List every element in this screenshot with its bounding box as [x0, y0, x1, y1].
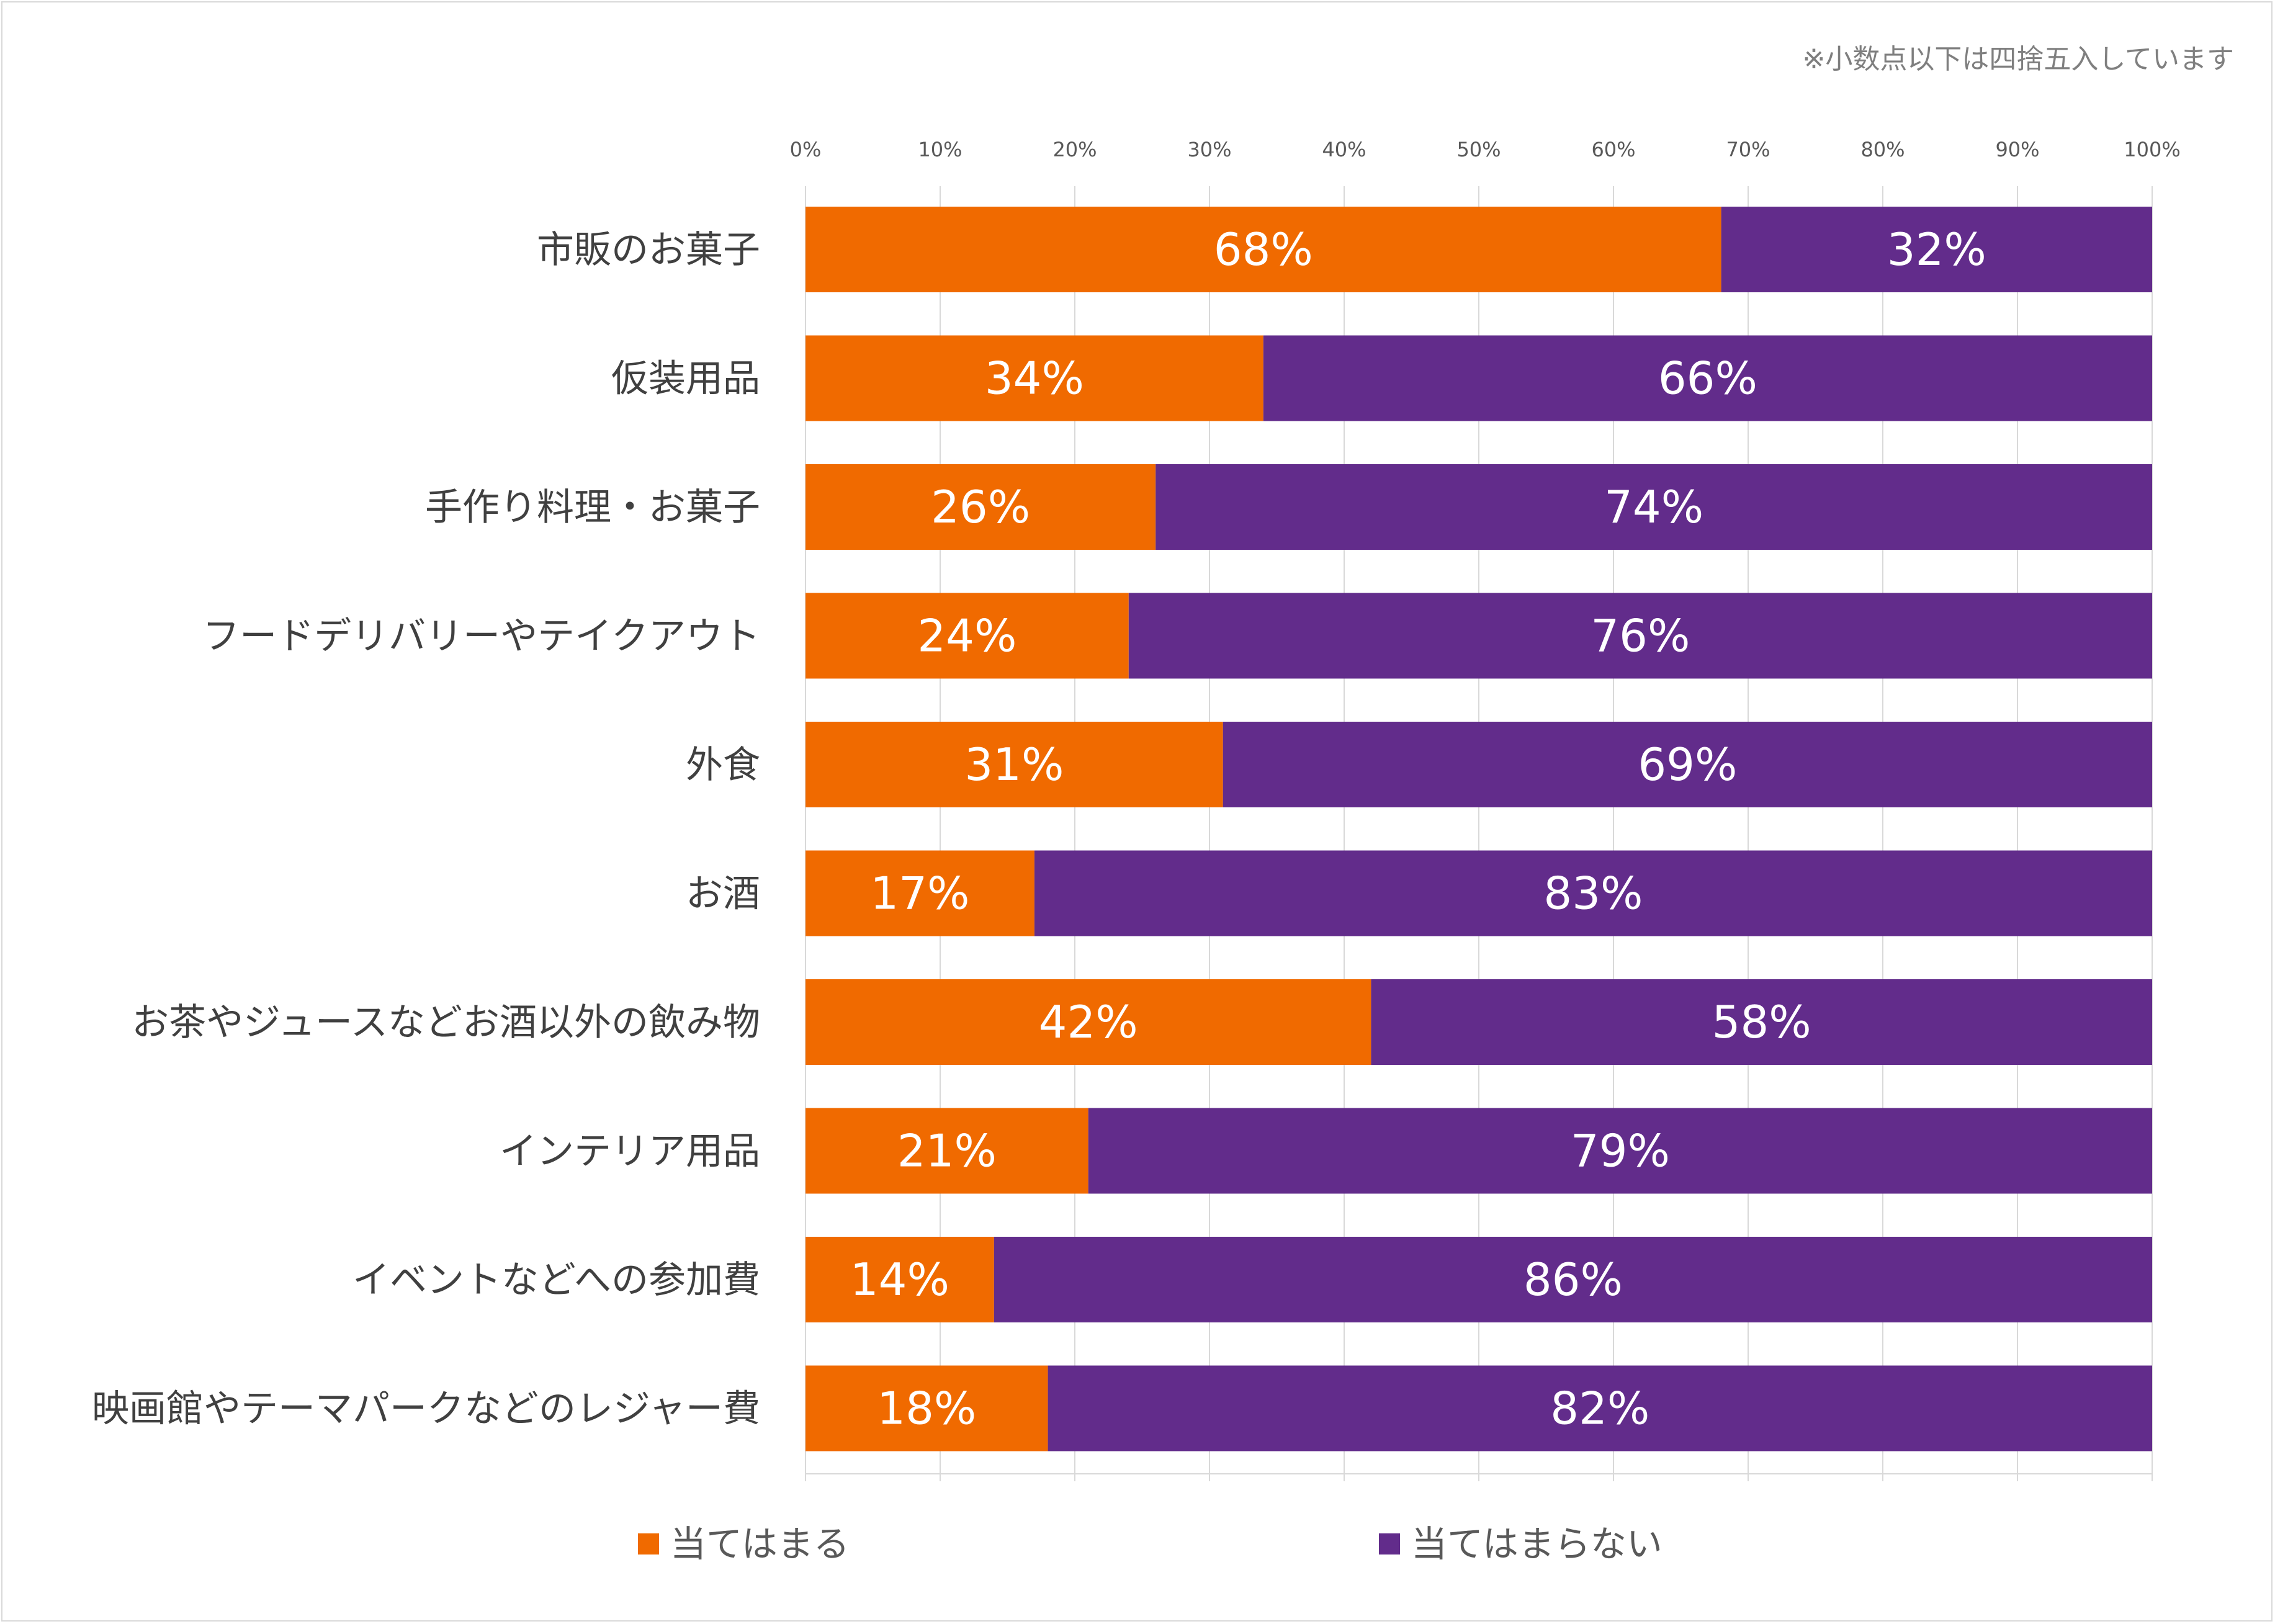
category-label: 市販のお菓子 [537, 228, 760, 272]
category-label: イベントなどへの参加費 [352, 1258, 760, 1302]
data-label: 14% [850, 1254, 949, 1306]
tick-label: 10% [918, 138, 962, 161]
bar-applies [805, 1108, 1088, 1194]
data-label: 58% [1712, 996, 1811, 1048]
bar-applies [805, 335, 1263, 421]
bar-not-applies [1034, 850, 2152, 936]
category-labels: 市販のお菓子仮装用品手作り料理・お菓子フードデリバリーやテイクアウト外食お酒お茶… [92, 228, 760, 1431]
tick-label: 0% [790, 138, 822, 161]
tick-label: 40% [1322, 138, 1366, 161]
category-label: 映画館やテーマパークなどのレジャー費 [92, 1388, 760, 1431]
category-label: 外食 [686, 743, 760, 787]
tick-label: 50% [1456, 138, 1501, 161]
category-label: インテリア用品 [500, 1130, 760, 1173]
data-label: 26% [931, 481, 1030, 533]
category-label: フードデリバリーやテイクアウト [202, 615, 760, 658]
data-label: 21% [897, 1125, 997, 1177]
tick-label: 60% [1591, 138, 1635, 161]
tick-label: 20% [1052, 138, 1097, 161]
bar-applies [805, 464, 1156, 550]
x-axis-ticks: 0% 10% 20% 30% 40% 50% 60% 70% 80% 90% 100% [790, 138, 2181, 161]
tick-label: 100% [2124, 138, 2180, 161]
data-label: 69% [1638, 738, 1737, 791]
data-label: 83% [1543, 868, 1643, 920]
bar-not-applies [1128, 593, 2152, 679]
bar-not-applies [1263, 335, 2152, 421]
data-label: 32% [1887, 223, 1986, 276]
legend: 当てはまる 当てはまらない [638, 1523, 1662, 1565]
bar-not-applies [1155, 464, 2152, 550]
bars [805, 207, 2152, 1451]
data-label: 86% [1523, 1254, 1623, 1306]
data-label: 82% [1550, 1383, 1649, 1435]
data-label: 31% [964, 738, 1064, 791]
tick-label: 70% [1726, 138, 1770, 161]
category-label: お酒 [686, 873, 760, 916]
data-label: 34% [985, 352, 1084, 405]
data-labels: 68% 32% 34% 66% 26% 74% 24% 76% 31% 69% 17% 83% 42% 5… [850, 223, 1986, 1435]
data-label: 24% [917, 610, 1016, 662]
bar-applies [805, 979, 1371, 1065]
category-label: 仮装用品 [611, 357, 760, 401]
legend-swatch [638, 1533, 659, 1554]
bar-applies [805, 722, 1223, 807]
bar-not-applies [1048, 1365, 2152, 1451]
bar-applies [805, 850, 1034, 936]
tick-label: 90% [1995, 138, 2039, 161]
bar-applies [805, 1365, 1048, 1451]
bar-not-applies [1223, 722, 2152, 807]
data-label: 76% [1591, 610, 1690, 662]
data-label: 17% [870, 868, 969, 920]
data-label: 18% [877, 1383, 976, 1435]
data-label: 68% [1214, 223, 1313, 276]
bar-not-applies [994, 1237, 2152, 1322]
bar-not-applies [1371, 979, 2152, 1065]
data-label: 79% [1571, 1125, 1670, 1177]
bar-applies [805, 593, 1129, 679]
data-label: 66% [1658, 352, 1757, 405]
legend-label: 当てはまる [670, 1523, 850, 1565]
legend-swatch [1379, 1533, 1400, 1554]
data-label: 74% [1604, 481, 1703, 533]
legend-label: 当てはまらない [1411, 1523, 1662, 1565]
category-label: お茶やジュースなどお酒以外の飲み物 [132, 1001, 760, 1044]
data-label: 42% [1039, 996, 1138, 1048]
bar-applies [805, 207, 1721, 292]
category-label: 手作り料理・お菓子 [425, 486, 760, 529]
tick-label: 80% [1860, 138, 1905, 161]
bar-not-applies [1088, 1108, 2152, 1194]
tick-label: 30% [1187, 138, 1231, 161]
rounding-note: ※小数点以下は四捨五入しています [1802, 43, 2234, 75]
bar-not-applies [1721, 207, 2152, 292]
bar-applies [805, 1237, 994, 1322]
